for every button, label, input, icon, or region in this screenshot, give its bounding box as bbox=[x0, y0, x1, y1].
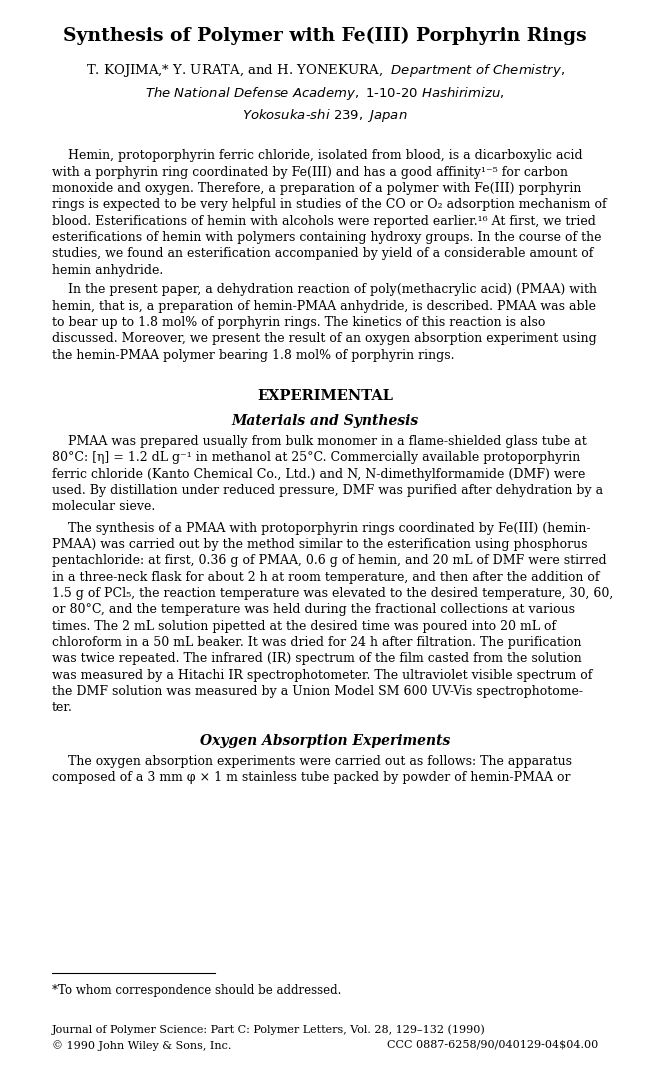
Text: in a three-neck flask for about 2 h at room temperature, and then after the addi: in a three-neck flask for about 2 h at r… bbox=[52, 571, 599, 584]
Text: hemin anhydride.: hemin anhydride. bbox=[52, 264, 163, 276]
Text: with a porphyrin ring coordinated by Fe(III) and has a good affinity¹⁻⁵ for carb: with a porphyrin ring coordinated by Fe(… bbox=[52, 165, 568, 178]
Text: The oxygen absorption experiments were carried out as follows: The apparatus: The oxygen absorption experiments were c… bbox=[52, 755, 572, 768]
Text: PMAA) was carried out by the method similar to the esterification using phosphor: PMAA) was carried out by the method simi… bbox=[52, 538, 588, 551]
Text: monoxide and oxygen. Therefore, a preparation of a polymer with Fe(III) porphyri: monoxide and oxygen. Therefore, a prepar… bbox=[52, 182, 581, 195]
Text: used. By distillation under reduced pressure, DMF was purified after dehydration: used. By distillation under reduced pres… bbox=[52, 484, 603, 497]
Text: Oxygen Absorption Experiments: Oxygen Absorption Experiments bbox=[200, 734, 450, 748]
Text: 80°C: [η] = 1.2 dL g⁻¹ in methanol at 25°C. Commercially available protoporphyri: 80°C: [η] = 1.2 dL g⁻¹ in methanol at 25… bbox=[52, 451, 580, 464]
Text: molecular sieve.: molecular sieve. bbox=[52, 500, 155, 513]
Text: studies, we found an esterification accompanied by yield of a considerable amoun: studies, we found an esterification acco… bbox=[52, 248, 593, 260]
Text: the DMF solution was measured by a Union Model SM 600 UV-Vis spectrophotome-: the DMF solution was measured by a Union… bbox=[52, 685, 583, 698]
Text: PMAA was prepared usually from bulk monomer in a flame-shielded glass tube at: PMAA was prepared usually from bulk mono… bbox=[52, 435, 587, 448]
Text: T. KOJIMA,* Y. URATA, and H. YONEKURA,  $\mathit{Department\ of\ Chemistry,}$: T. KOJIMA,* Y. URATA, and H. YONEKURA, $… bbox=[86, 62, 564, 79]
Text: was twice repeated. The infrared (IR) spectrum of the film casted from the solut: was twice repeated. The infrared (IR) sp… bbox=[52, 652, 582, 665]
Text: discussed. Moreover, we present the result of an oxygen absorption experiment us: discussed. Moreover, we present the resu… bbox=[52, 332, 597, 346]
Text: was measured by a Hitachi IR spectrophotometer. The ultraviolet visible spectrum: was measured by a Hitachi IR spectrophot… bbox=[52, 669, 592, 682]
Text: the hemin-PMAA polymer bearing 1.8 mol% of porphyrin rings.: the hemin-PMAA polymer bearing 1.8 mol% … bbox=[52, 349, 454, 362]
Text: EXPERIMENTAL: EXPERIMENTAL bbox=[257, 389, 393, 403]
Text: hemin, that is, a preparation of hemin-PMAA anhydride, is described. PMAA was ab: hemin, that is, a preparation of hemin-P… bbox=[52, 300, 596, 313]
Text: or 80°C, and the temperature was held during the fractional collections at vario: or 80°C, and the temperature was held du… bbox=[52, 603, 575, 617]
Text: esterifications of hemin with polymers containing hydroxy groups. In the course : esterifications of hemin with polymers c… bbox=[52, 230, 601, 244]
Text: times. The 2 mL solution pipetted at the desired time was poured into 20 mL of: times. The 2 mL solution pipetted at the… bbox=[52, 620, 556, 633]
Text: blood. Esterifications of hemin with alcohols were reported earlier.¹⁶ At first,: blood. Esterifications of hemin with alc… bbox=[52, 214, 596, 227]
Text: $\mathit{The\ National\ Defense\ Academy,\ 1\text{-}10\text{-}20\ Hashirimizu,}$: $\mathit{The\ National\ Defense\ Academy… bbox=[146, 85, 504, 102]
Text: Materials and Synthesis: Materials and Synthesis bbox=[231, 414, 419, 428]
Text: Hemin, protoporphyrin ferric chloride, isolated from blood, is a dicarboxylic ac: Hemin, protoporphyrin ferric chloride, i… bbox=[52, 149, 582, 162]
Text: Journal of Polymer Science: Part C: Polymer Letters, Vol. 28, 129–132 (1990): Journal of Polymer Science: Part C: Poly… bbox=[52, 1024, 486, 1035]
Text: composed of a 3 mm φ × 1 m stainless tube packed by powder of hemin-PMAA or: composed of a 3 mm φ × 1 m stainless tub… bbox=[52, 771, 571, 784]
Text: Synthesis of Polymer with Fe(III) Porphyrin Rings: Synthesis of Polymer with Fe(III) Porphy… bbox=[63, 27, 587, 45]
Text: 1.5 g of PCl₅, the reaction temperature was elevated to the desired temperature,: 1.5 g of PCl₅, the reaction temperature … bbox=[52, 587, 613, 600]
Text: © 1990 John Wiley & Sons, Inc.: © 1990 John Wiley & Sons, Inc. bbox=[52, 1040, 231, 1051]
Text: *To whom correspondence should be addressed.: *To whom correspondence should be addres… bbox=[52, 984, 341, 997]
Text: pentachloride: at first, 0.36 g of PMAA, 0.6 g of hemin, and 20 mL of DMF were s: pentachloride: at first, 0.36 g of PMAA,… bbox=[52, 554, 606, 568]
Text: to bear up to 1.8 mol% of porphyrin rings. The kinetics of this reaction is also: to bear up to 1.8 mol% of porphyrin ring… bbox=[52, 316, 545, 329]
Text: ter.: ter. bbox=[52, 701, 73, 714]
Text: The synthesis of a PMAA with protoporphyrin rings coordinated by Fe(III) (hemin-: The synthesis of a PMAA with protoporphy… bbox=[52, 522, 590, 535]
Text: CCC 0887-6258/90/040129-04$04.00: CCC 0887-6258/90/040129-04$04.00 bbox=[387, 1040, 598, 1050]
Text: $\mathit{Yokosuka\text{-}shi\ 239,\ Japan}$: $\mathit{Yokosuka\text{-}shi\ 239,\ Japa… bbox=[242, 107, 408, 124]
Text: chloroform in a 50 mL beaker. It was dried for 24 h after filtration. The purifi: chloroform in a 50 mL beaker. It was dri… bbox=[52, 636, 582, 649]
Text: In the present paper, a dehydration reaction of poly(methacrylic acid) (PMAA) wi: In the present paper, a dehydration reac… bbox=[52, 283, 597, 297]
Text: ferric chloride (Kanto Chemical Co., Ltd.) and N, N-dimethylformamide (DMF) were: ferric chloride (Kanto Chemical Co., Ltd… bbox=[52, 467, 586, 481]
Text: rings is expected to be very helpful in studies of the CO or O₂ adsorption mecha: rings is expected to be very helpful in … bbox=[52, 198, 606, 211]
